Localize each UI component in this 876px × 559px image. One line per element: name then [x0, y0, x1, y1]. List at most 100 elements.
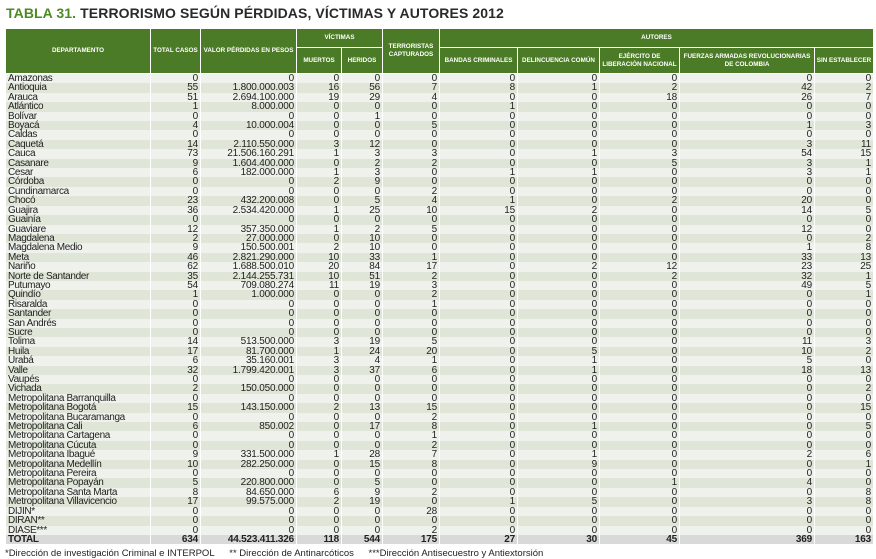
terrorism-table: DEPARTAMENTO TOTAL CASOS VALOR PÉRDIDAS …: [5, 28, 875, 545]
header-muertos: MUERTOS: [296, 47, 342, 74]
cell-delincuencia: 0: [517, 468, 600, 479]
cell-capturados: 0: [382, 177, 440, 187]
header-eln: EJÉRCITO DE LIBERACIÓN NACIONAL: [599, 47, 680, 74]
table-row: Vichada 2 150.050.000 0 0 0 0 0 0 0 2: [5, 384, 875, 394]
cell-capturados: 10: [382, 205, 440, 215]
cell-bandas: 0: [439, 233, 518, 244]
cell-eln: 45: [599, 534, 680, 545]
cell-eln: 0: [599, 101, 680, 112]
table-row: Metropolitana Barranquilla 0 0 0 0 0 0 0 0 0 0: [5, 393, 875, 404]
cell-capturados: 0: [382, 478, 440, 488]
cell-farc: 0: [679, 214, 815, 225]
cell-sin-establecer: 0: [813, 525, 875, 535]
cell-farc: 1: [679, 243, 815, 253]
table-row: Guaviare 12 357.350.000 1 2 5 0 0 0 12 0: [5, 224, 875, 234]
header-victimas: VÍCTIMAS: [296, 28, 383, 48]
cell-bandas: 0: [439, 374, 518, 385]
cell-farc: 0: [679, 506, 815, 516]
cell-farc: 5: [679, 355, 815, 366]
cell-valor-perdidas: 282.250.000: [200, 459, 297, 469]
cell-capturados: 3: [382, 280, 440, 291]
cell-sin-establecer: 8: [813, 497, 875, 507]
cell-farc: 14: [679, 205, 815, 215]
table-row: Guainía 0 0 0 0 0 0 0 0 0 0: [5, 214, 875, 225]
cell-eln: 0: [599, 468, 680, 479]
cell-delincuencia: 0: [517, 280, 600, 291]
cell-eln: 0: [599, 384, 680, 394]
cell-sin-establecer: 8: [813, 487, 875, 498]
table-row: Metropolitana Bogotá 15 143.150.000 2 13 15 0 0…: [5, 402, 875, 413]
cell-capturados: 1: [382, 299, 440, 309]
table-title: TABLA 31. TERRORISMO SEGÚN PÉRDIDAS, VÍC…: [6, 5, 504, 21]
cell-farc: 0: [679, 73, 815, 83]
cell-eln: 0: [599, 459, 680, 469]
table-row: Caldas 0 0 0 0 0 0 0 0 0 0: [5, 130, 875, 140]
cell-farc: 54: [679, 149, 815, 159]
cell-bandas: 0: [439, 450, 518, 460]
cell-eln: 2: [599, 271, 680, 281]
cell-bandas: 0: [439, 214, 518, 225]
cell-eln: 0: [599, 308, 680, 319]
cell-sin-establecer: 0: [813, 308, 875, 319]
cell-farc: 4: [679, 478, 815, 488]
cell-capturados: 20: [382, 346, 440, 357]
cell-sin-establecer: 7: [813, 92, 875, 103]
cell-delincuencia: 1: [517, 365, 600, 375]
cell-valor-perdidas: 44.523.411.326: [200, 534, 297, 545]
cell-bandas: 0: [439, 478, 518, 488]
table-caption: TERRORISMO SEGÚN PÉRDIDAS, VÍCTIMAS Y AU…: [80, 5, 504, 21]
cell-eln: 0: [599, 497, 680, 507]
cell-bandas: 0: [439, 506, 518, 516]
cell-sin-establecer: 13: [813, 252, 875, 262]
cell-bandas: 0: [439, 327, 518, 338]
cell-bandas: 0: [439, 299, 518, 309]
cell-delincuencia: 0: [517, 337, 600, 347]
cell-farc: 10: [679, 346, 815, 357]
cell-farc: 33: [679, 252, 815, 262]
footnote-dijin: *Dirección de investigación Criminal e I…: [5, 548, 215, 559]
cell-eln: 0: [599, 318, 680, 328]
cell-delincuencia: 5: [517, 346, 600, 357]
cell-bandas: 1: [439, 101, 518, 112]
cell-capturados: 0: [382, 384, 440, 394]
header-farc: FUERZAS ARMADAS REVOLUCIONARIAS DE COLOM…: [679, 47, 815, 74]
cell-bandas: 0: [439, 355, 518, 366]
cell-delincuencia: 1: [517, 167, 600, 178]
cell-eln: 0: [599, 515, 680, 526]
cell-sin-establecer: 11: [813, 139, 875, 150]
cell-delincuencia: 0: [517, 130, 600, 140]
table-row: Santander 0 0 0 0 0 0 0 0 0 0: [5, 308, 875, 319]
cell-valor-perdidas: 143.150.000: [200, 402, 297, 413]
table-row: Huila 17 81.700.000 1 24 20 0 5 0 10 2: [5, 346, 875, 357]
cell-sin-establecer: 25: [813, 261, 875, 272]
cell-capturados: 0: [382, 515, 440, 526]
cell-eln: 0: [599, 346, 680, 357]
cell-bandas: 0: [439, 487, 518, 498]
header-autores: AUTORES: [438, 28, 875, 48]
cell-farc: 32: [679, 271, 815, 281]
cell-bandas: 0: [439, 158, 518, 168]
cell-capturados: 2: [382, 158, 440, 168]
cell-farc: 3: [679, 167, 815, 178]
table-row: Cesar 6 182.000.000 1 3 0 1 1 0 3 1: [5, 167, 875, 178]
cell-farc: 49: [679, 280, 815, 291]
cell-sin-establecer: 0: [813, 478, 875, 488]
cell-farc: 0: [679, 431, 815, 441]
cell-bandas: 0: [439, 468, 518, 479]
table-row: Sucre 0 0 0 0 0 0 0 0 0 0: [5, 327, 875, 338]
cell-farc: 0: [679, 290, 815, 300]
cell-eln: 2: [599, 196, 680, 206]
table-row: Norte de Santander 35 2.144.255.731 10 51 2 0 0…: [5, 271, 875, 281]
cell-eln: 0: [599, 167, 680, 178]
cell-eln: 12: [599, 261, 680, 272]
cell-valor-perdidas: 182.000.000: [200, 167, 297, 178]
cell-bandas: 0: [439, 308, 518, 319]
table-row: Metropolitana Medellín 10 282.250.000 0 15 8 0…: [5, 459, 875, 469]
cell-farc: 0: [679, 487, 815, 498]
cell-valor-perdidas: 0: [200, 318, 297, 328]
cell-delincuencia: 0: [517, 506, 600, 516]
cell-farc: 0: [679, 308, 815, 319]
cell-sin-establecer: 5: [813, 205, 875, 215]
cell-delincuencia: 0: [517, 290, 600, 300]
table-row: Cauca 73 21.506.160.291 1 3 3 0 1 3 54 15: [5, 149, 875, 159]
